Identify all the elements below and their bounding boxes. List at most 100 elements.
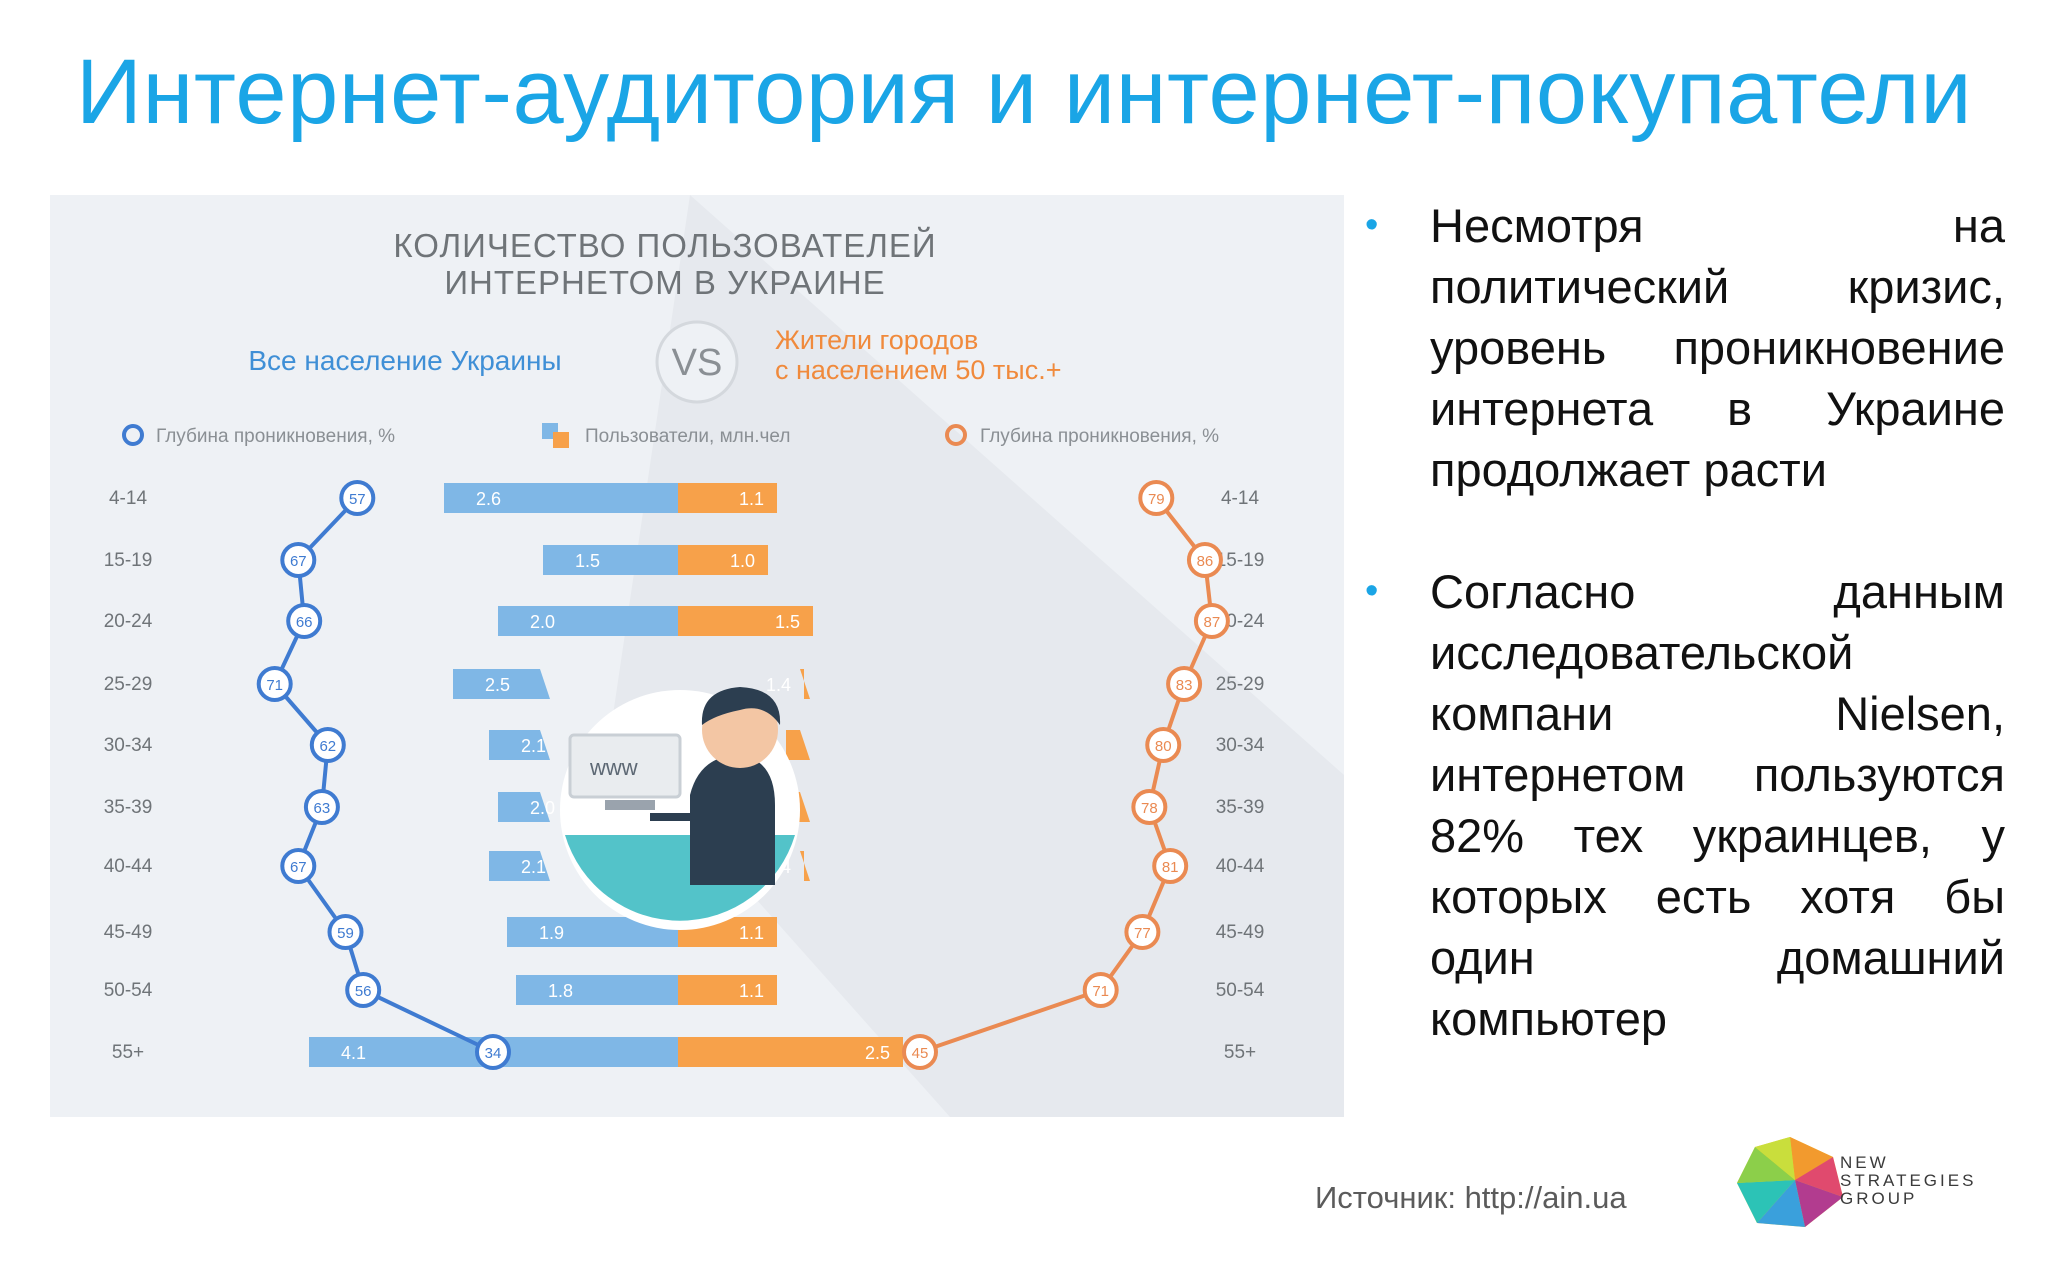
bar-left [453, 669, 550, 699]
row-label-right: 35-39 [1216, 797, 1265, 818]
left-penetration-point-label: 62 [319, 738, 336, 755]
left-penetration-point [475, 1034, 511, 1070]
polyhedron-logo-icon [1737, 1137, 1843, 1227]
bar-left-value: 2.0 [530, 798, 555, 818]
bar-right [678, 975, 777, 1005]
source-note: Источник: http://ain.ua [1315, 1180, 1627, 1215]
right-penetration-point-label: 81 [1162, 859, 1179, 876]
bar-left [489, 730, 550, 760]
bar-right-value: 1.1 [739, 923, 764, 943]
left-penetration-point-label: 34 [485, 1045, 502, 1062]
right-penetration-point-label: 45 [912, 1045, 929, 1062]
left-penetration-point-label: 59 [337, 925, 354, 942]
right-penetration-point [1131, 789, 1168, 825]
bar-right [678, 1037, 903, 1067]
right-penetration-point [1145, 727, 1182, 763]
left-penetration-point [309, 727, 346, 763]
chart-title-line1: КОЛИЧЕСТВО ПОЛЬЗОВАТЕЛЕЙ [393, 227, 936, 264]
bar-left-value: 4.1 [341, 1043, 366, 1063]
row-label-left: 25-29 [104, 674, 153, 695]
bars-layer: 4-14 4-142.6 1.115-19 15-191.5 1.020-24 20-24… [104, 483, 1265, 1067]
bar-left-value: 2.6 [476, 489, 501, 509]
row-label-left: 35-39 [104, 797, 153, 818]
bar-left-value: 1.8 [548, 981, 573, 1001]
left-group-label: Все население Украины [248, 345, 561, 376]
left-penetration-point-label: 67 [290, 859, 307, 876]
bar-left [489, 851, 550, 881]
bullet-text: Несмотря на политический кризис, уровень… [1430, 199, 2005, 496]
bullet-list: • Несмотря на политический кризис, урове… [1365, 195, 2005, 1049]
right-group-label-line1: Жители городов [775, 325, 978, 355]
bar-right-value: 1.5 [775, 612, 800, 632]
legend-middle-label: Пользователи, млн.чел [585, 426, 790, 447]
row-label-right: 55+ [1224, 1042, 1256, 1063]
vs-label: VS [672, 342, 723, 384]
right-penetration-point-label: 79 [1148, 491, 1165, 508]
right-penetration-point [1138, 480, 1175, 516]
right-penetration-point-label: 86 [1197, 553, 1214, 570]
bar-left-value: 2.5 [485, 675, 510, 695]
bar-right [678, 483, 777, 513]
right-penetration-point-label: 83 [1176, 677, 1193, 694]
legend-users-icon-orange [553, 432, 569, 448]
row-label-left: 15-19 [104, 550, 153, 571]
bullet-dot-icon: • [1365, 204, 1379, 246]
right-penetration-point [1186, 542, 1223, 578]
row-label-left: 4-14 [109, 488, 147, 509]
right-penetration-line: 79 86 87 83 80 78 81 77 71 45 [902, 480, 1230, 1070]
right-penetration-point [902, 1034, 938, 1070]
bar-left [516, 975, 678, 1005]
left-penetration-point-label: 63 [314, 800, 331, 817]
left-penetration-point-label: 57 [349, 491, 366, 508]
legend-left-label: Глубина проникновения, % [156, 426, 395, 447]
right-penetration-point-label: 78 [1141, 800, 1158, 817]
left-penetration-point [280, 542, 317, 578]
bar-right-value: 1.0 [730, 551, 755, 571]
bar-left [444, 483, 678, 513]
company-logo-text: NEW STRATEGIES GROUP [1840, 1154, 1976, 1208]
right-penetration-point-label: 80 [1155, 738, 1172, 755]
bullet-dot-icon: • [1365, 570, 1379, 612]
illustration-www-text: www [589, 755, 638, 780]
logo-line: STRATEGIES [1840, 1171, 1977, 1190]
legend-orange-circle-icon [945, 424, 967, 446]
left-penetration-point-label: 56 [355, 983, 372, 1000]
left-penetration-point-label: 67 [290, 553, 307, 570]
left-penetration-point [280, 848, 317, 884]
bar-left-value: 2.1 [521, 857, 546, 877]
left-penetration-point-label: 66 [296, 614, 313, 631]
person-at-computer-icon: www [568, 687, 781, 885]
bar-left-value: 1.5 [575, 551, 600, 571]
bar-right-value: 1.4 [766, 675, 791, 695]
population-comparison-chart: КОЛИЧЕСТВО ПОЛЬЗОВАТЕЛЕЙ ИНТЕРНЕТОМ В УК… [50, 195, 1344, 1117]
vs-badge: VS [655, 320, 739, 404]
bar-left [498, 792, 550, 822]
right-penetration-point [1193, 603, 1230, 639]
logo-line: NEW [1840, 1153, 1889, 1172]
left-penetration-point [286, 603, 323, 639]
right-penetration-point [1152, 848, 1189, 884]
bullet-text: Согласно данным исследовательской компан… [1430, 565, 2005, 1045]
bar-left [498, 606, 678, 636]
bar-right [678, 545, 768, 575]
row-label-right: 45-49 [1216, 922, 1265, 943]
logo-line: GROUP [1840, 1189, 1918, 1208]
bar-left [543, 545, 678, 575]
bar-left-value: 2.0 [530, 612, 555, 632]
bullet-item: • Согласно данным исследовательской комп… [1365, 561, 2005, 1049]
bar-right [786, 730, 810, 760]
legend-right-label: Глубина проникновения, % [980, 426, 1219, 447]
bar-left-value: 1.9 [539, 923, 564, 943]
legend: Глубина проникновения, % Пользователи, м… [122, 423, 1219, 448]
slide-title: Интернет-аудитория и интернет-покупатели [75, 41, 1973, 143]
bar-right [678, 606, 813, 636]
right-penetration-point-label: 77 [1134, 925, 1151, 942]
row-label-left: 50-54 [104, 980, 153, 1001]
bar-right [800, 669, 810, 699]
right-penetration-point [1082, 972, 1119, 1008]
row-label-right: 30-34 [1216, 735, 1265, 756]
row-label-right: 50-54 [1216, 980, 1265, 1001]
left-penetration-line: 57 67 66 71 62 63 67 59 56 34 [256, 480, 511, 1070]
bar-right [800, 851, 810, 881]
center-illustration: www [560, 687, 800, 930]
